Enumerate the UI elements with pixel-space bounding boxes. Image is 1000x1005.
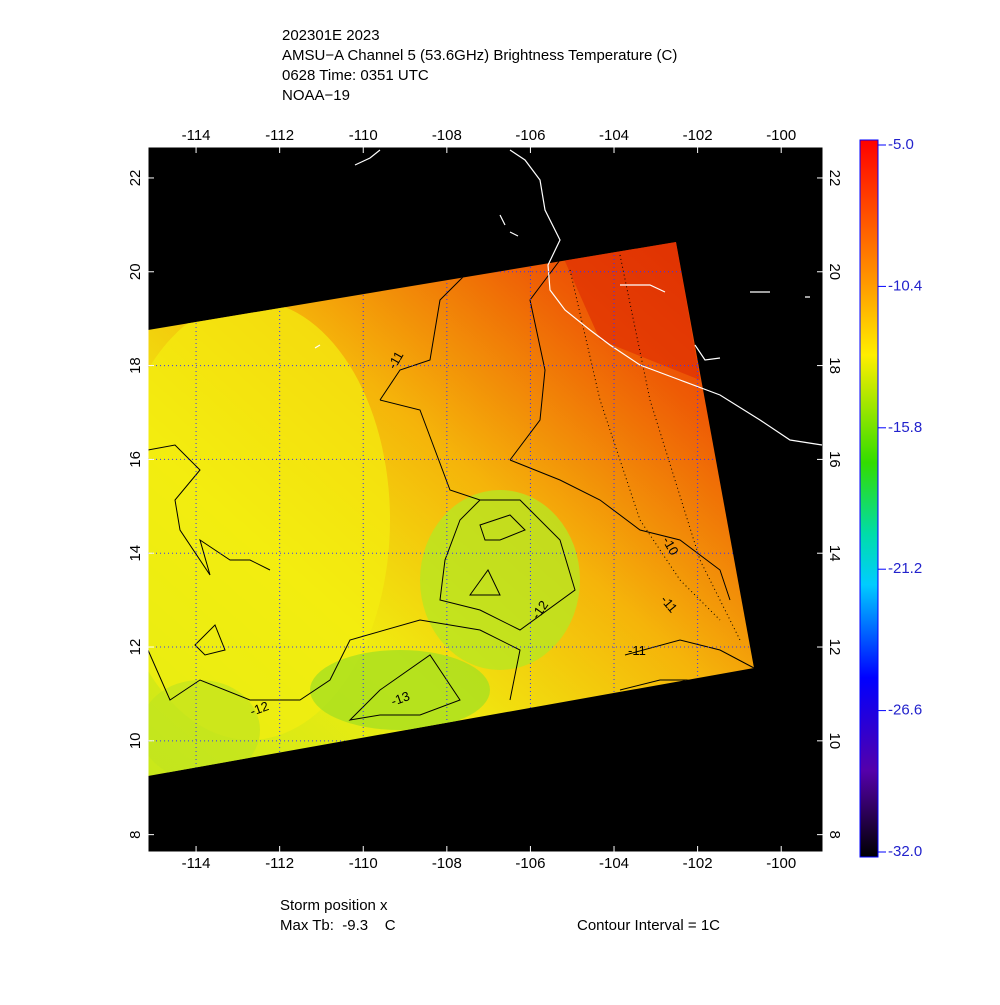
x-tick-label-top: -112: [265, 127, 294, 144]
colorbar-tick-label: -10.4: [888, 277, 922, 294]
contour-label: -13: [389, 688, 412, 709]
colorbar-tick-label: -15.8: [888, 419, 922, 436]
x-tick-label-bottom: -100: [766, 855, 796, 872]
axis-ticks: -114 -114 -112 -112 -110 -110 -108 -108 -106 -106…: [127, 127, 843, 872]
colorbar-tick-label: -5.0: [888, 136, 914, 153]
y-tick-label-left: 8: [127, 830, 144, 838]
y-tick-label-left: 16: [127, 451, 144, 468]
title-block: 202301E 2023 AMSU−A Channel 5 (53.6GHz) B…: [282, 27, 677, 104]
x-tick-label-bottom: -114: [182, 855, 211, 872]
y-tick-label-left: 22: [127, 170, 144, 187]
x-tick-label-bottom: -102: [683, 855, 713, 872]
title-line: NOAA−19: [282, 87, 350, 104]
x-tick-label-top: -102: [683, 127, 713, 144]
colorbar-ticks: -5.0 -10.4 -15.8 -21.2 -26.6 -32.0: [878, 136, 922, 860]
x-tick-label-bottom: -108: [432, 855, 462, 872]
y-tick-label-left: 20: [127, 263, 144, 280]
x-tick-label-top: -108: [432, 127, 462, 144]
storm-position: Storm position x: [280, 897, 388, 914]
y-tick-label-right: 8: [826, 830, 843, 838]
y-tick-label-right: 16: [826, 451, 843, 468]
contour-label: -12: [248, 698, 271, 719]
y-tick-label-right: 22: [826, 170, 843, 187]
y-tick-label-left: 18: [127, 357, 144, 374]
map-frame: [147, 146, 824, 853]
title-line: AMSU−A Channel 5 (53.6GHz) Brightness Te…: [282, 47, 677, 64]
colorbar-tick-label: -26.6: [888, 702, 922, 719]
title-line: 0628 Time: 0351 UTC: [282, 67, 429, 84]
y-tick-label-left: 14: [127, 545, 144, 562]
x-tick-label-top: -110: [349, 127, 378, 144]
contour-label: -11: [628, 643, 646, 658]
x-tick-label-bottom: -110: [349, 855, 378, 872]
y-tick-label-right: 20: [826, 263, 843, 280]
x-tick-label-top: -104: [599, 127, 629, 144]
x-tick-label-top: -114: [182, 127, 211, 144]
title-line: 202301E 2023: [282, 27, 380, 44]
colorbar-tick-label: -32.0: [888, 843, 922, 860]
x-tick-label-top: -106: [515, 127, 545, 144]
y-tick-label-left: 12: [127, 639, 144, 656]
x-tick-label-bottom: -104: [599, 855, 629, 872]
y-tick-label-right: 18: [826, 357, 843, 374]
max-tb: Max Tb: -9.3 C: [280, 917, 396, 934]
x-tick-label-bottom: -112: [265, 855, 294, 872]
y-tick-label-right: 10: [826, 732, 843, 749]
colorbar-tick-label: -21.2: [888, 560, 922, 577]
graticule: [148, 242, 754, 776]
x-tick-label-bottom: -106: [515, 855, 545, 872]
coastline: [314, 149, 823, 446]
y-tick-label-right: 12: [826, 639, 843, 656]
y-tick-label-right: 14: [826, 545, 843, 562]
x-tick-label-top: -100: [766, 127, 796, 144]
colorbar: [859, 139, 879, 858]
y-tick-label-left: 10: [127, 732, 144, 749]
contour-interval: Contour Interval = 1C: [577, 917, 720, 934]
